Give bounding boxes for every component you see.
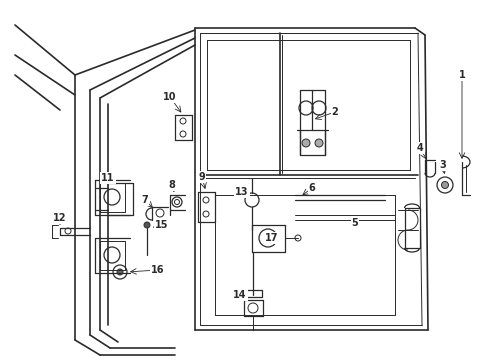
Circle shape bbox=[314, 139, 323, 147]
Circle shape bbox=[302, 139, 309, 147]
Text: 4: 4 bbox=[416, 143, 423, 153]
Text: 5: 5 bbox=[351, 218, 358, 228]
Circle shape bbox=[143, 222, 150, 228]
Text: 11: 11 bbox=[101, 173, 115, 183]
Circle shape bbox=[441, 181, 447, 189]
Text: 6: 6 bbox=[308, 183, 315, 193]
Text: 14: 14 bbox=[233, 290, 246, 300]
Text: 16: 16 bbox=[151, 265, 164, 275]
Text: 2: 2 bbox=[331, 107, 338, 117]
Text: 8: 8 bbox=[168, 180, 175, 190]
Text: 13: 13 bbox=[235, 187, 248, 197]
Text: 7: 7 bbox=[142, 195, 148, 205]
Text: 9: 9 bbox=[198, 172, 205, 182]
Text: 12: 12 bbox=[53, 213, 67, 223]
Text: 15: 15 bbox=[155, 220, 168, 230]
Text: 3: 3 bbox=[439, 160, 446, 170]
Circle shape bbox=[117, 269, 123, 275]
Text: 1: 1 bbox=[458, 70, 465, 80]
Text: 17: 17 bbox=[264, 233, 278, 243]
Text: 10: 10 bbox=[163, 92, 176, 102]
